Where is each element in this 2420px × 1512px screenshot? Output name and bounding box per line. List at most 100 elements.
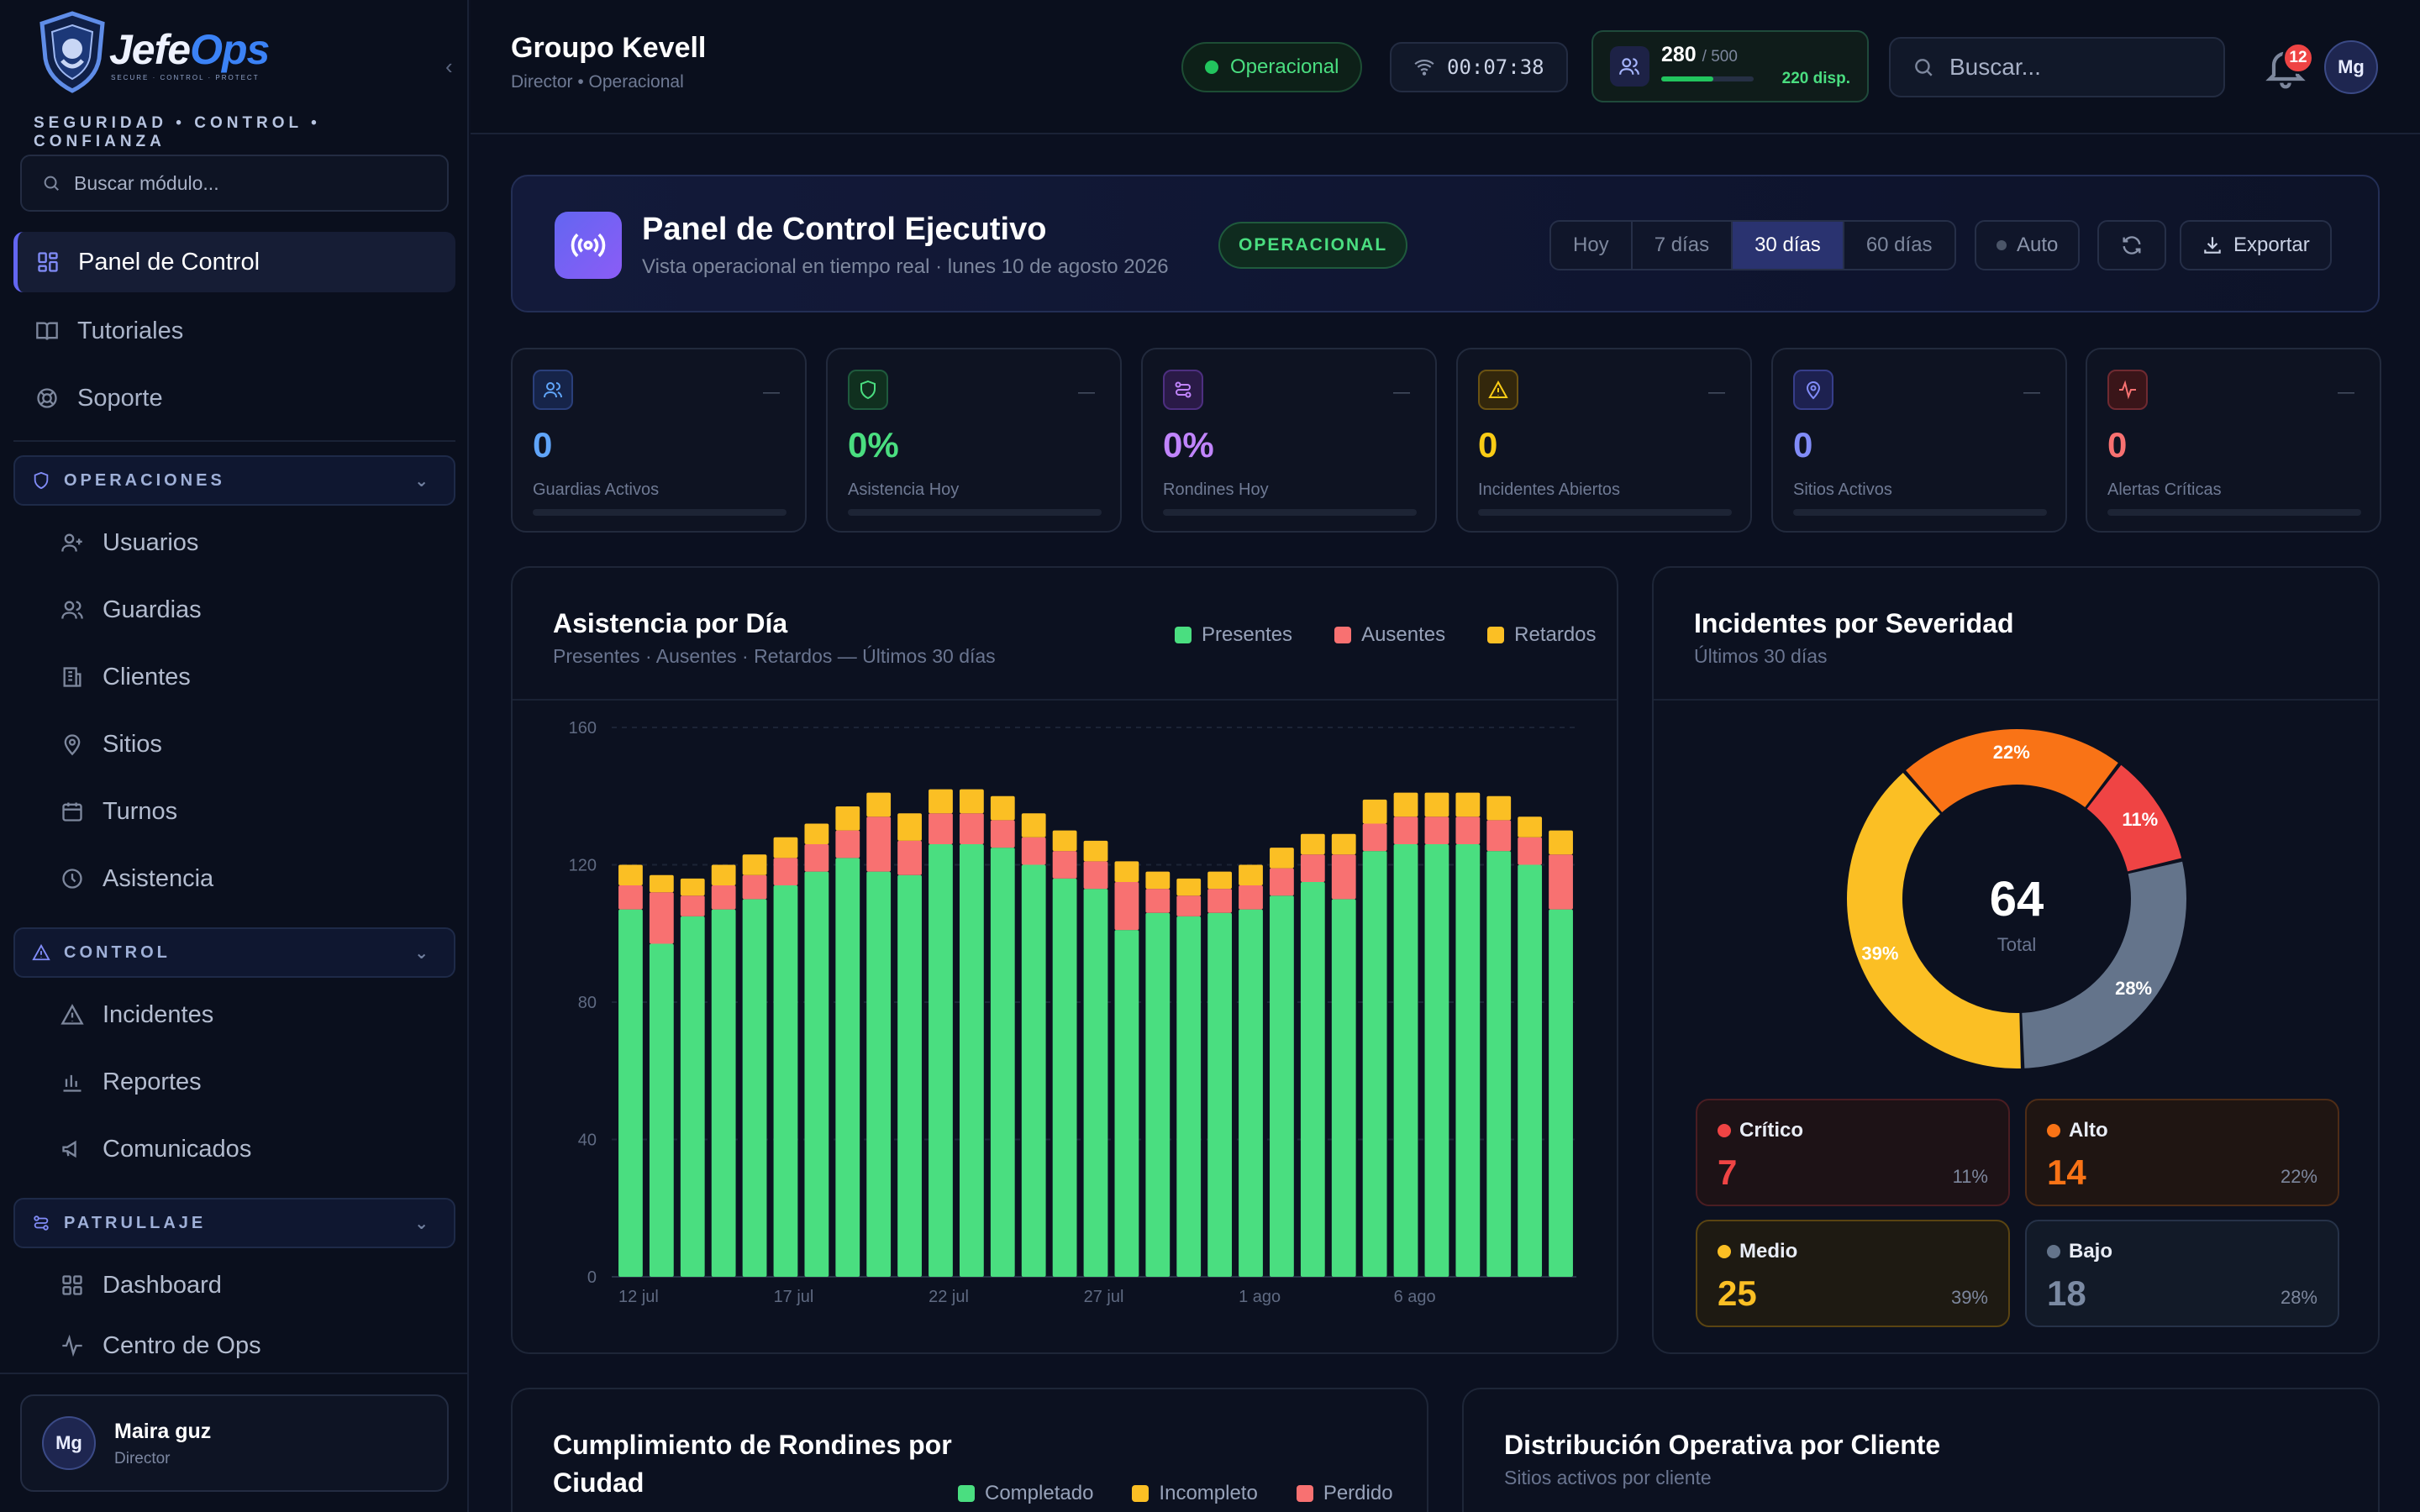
range-60-dias-button[interactable]: 60 días	[1865, 234, 1933, 256]
global-search-input[interactable]: Buscar...	[1889, 37, 2225, 97]
bar-segment-ausentes[interactable]	[959, 813, 984, 844]
severity-tile-critico[interactable]: Crítico 7 11%	[1696, 1099, 2010, 1206]
severity-tile-medio[interactable]: Medio 25 39%	[1696, 1220, 2010, 1327]
bar-segment-presentes[interactable]	[1393, 843, 1418, 1277]
nav-item-incidentes[interactable]: Incidentes	[13, 984, 455, 1045]
bar-segment-presentes[interactable]	[1486, 851, 1512, 1277]
bar-segment-retardos[interactable]	[649, 874, 674, 893]
bar-segment-ausentes[interactable]	[618, 885, 643, 910]
bar-segment-ausentes[interactable]	[1518, 837, 1543, 865]
bar-segment-retardos[interactable]	[1424, 792, 1449, 817]
bar-segment-ausentes[interactable]	[1486, 820, 1512, 852]
bar-segment-ausentes[interactable]	[649, 892, 674, 944]
donut-slice-crítico[interactable]	[2086, 764, 2182, 872]
bar-segment-ausentes[interactable]	[773, 858, 798, 886]
bar-segment-presentes[interactable]	[618, 909, 643, 1277]
bar-segment-ausentes[interactable]	[897, 840, 922, 875]
auto-refresh-toggle[interactable]: Auto	[1975, 220, 2081, 270]
bar-segment-retardos[interactable]	[1052, 830, 1077, 852]
bar-segment-retardos[interactable]	[959, 789, 984, 814]
bar-segment-retardos[interactable]	[1393, 792, 1418, 817]
bar-segment-retardos[interactable]	[929, 789, 953, 814]
kpi-card-guardias-activos[interactable]: — 0 Guardias Activos	[511, 348, 807, 533]
export-button[interactable]: Exportar	[2180, 220, 2332, 270]
nav-item-tutoriales[interactable]: Tutoriales	[13, 301, 455, 361]
bar-segment-retardos[interactable]	[1362, 799, 1387, 824]
section-operaciones[interactable]: OPERACIONES ⌄	[13, 455, 455, 506]
bar-segment-presentes[interactable]	[1331, 899, 1356, 1277]
bar-segment-retardos[interactable]	[1549, 830, 1573, 855]
bar-segment-ausentes[interactable]	[680, 895, 705, 916]
nav-item-reportes[interactable]: Reportes	[13, 1052, 455, 1112]
range-30-dias-button[interactable]: 30 días	[1733, 222, 1844, 269]
bar-segment-retardos[interactable]	[1331, 833, 1356, 855]
bar-segment-retardos[interactable]	[1486, 795, 1512, 821]
bar-segment-presentes[interactable]	[773, 885, 798, 1277]
bar-segment-ausentes[interactable]	[1239, 885, 1263, 910]
bar-segment-presentes[interactable]	[866, 871, 892, 1277]
bar-segment-retardos[interactable]	[804, 823, 829, 844]
bar-segment-ausentes[interactable]	[1207, 889, 1233, 913]
bar-segment-retardos[interactable]	[773, 837, 798, 858]
bar-segment-presentes[interactable]	[897, 874, 922, 1277]
bar-segment-presentes[interactable]	[742, 899, 767, 1277]
bar-segment-ausentes[interactable]	[1455, 816, 1481, 844]
bar-segment-ausentes[interactable]	[990, 820, 1015, 848]
severity-tile-alto[interactable]: Alto 14 22%	[2025, 1099, 2339, 1206]
bar-segment-presentes[interactable]	[649, 943, 674, 1277]
bar-segment-presentes[interactable]	[1270, 895, 1294, 1277]
donut-slice-alto[interactable]	[1906, 729, 2118, 813]
bar-segment-retardos[interactable]	[866, 792, 892, 817]
bar-segment-presentes[interactable]	[1549, 909, 1573, 1277]
bar-segment-retardos[interactable]	[742, 854, 767, 875]
kpi-card-incidentes-abiertos[interactable]: — 0 Incidentes Abiertos	[1456, 348, 1752, 533]
bar-segment-retardos[interactable]	[618, 864, 643, 886]
bar-segment-presentes[interactable]	[1114, 930, 1139, 1277]
bar-segment-ausentes[interactable]	[1424, 816, 1449, 844]
section-control[interactable]: CONTROL ⌄	[13, 927, 455, 978]
bar-segment-ausentes[interactable]	[929, 813, 953, 844]
bar-segment-ausentes[interactable]	[866, 816, 892, 872]
bar-segment-presentes[interactable]	[1176, 916, 1202, 1277]
nav-item-turnos[interactable]: Turnos	[13, 781, 455, 842]
nav-item-soporte[interactable]: Soporte	[13, 368, 455, 428]
bar-segment-retardos[interactable]	[835, 806, 860, 831]
bar-segment-presentes[interactable]	[1145, 912, 1171, 1277]
bar-segment-ausentes[interactable]	[1021, 837, 1046, 865]
bar-segment-retardos[interactable]	[1300, 833, 1325, 855]
bar-segment-ausentes[interactable]	[742, 874, 767, 900]
bar-segment-presentes[interactable]	[1518, 864, 1543, 1278]
collapse-sidebar-chevron-icon[interactable]: ‹	[445, 54, 453, 79]
kpi-card-asistencia-hoy[interactable]: — 0% Asistencia Hoy	[826, 348, 1122, 533]
bar-segment-ausentes[interactable]	[711, 885, 736, 910]
bar-segment-ausentes[interactable]	[1270, 868, 1294, 896]
bar-segment-retardos[interactable]	[1176, 878, 1202, 896]
bar-segment-ausentes[interactable]	[1331, 854, 1356, 900]
module-search-input[interactable]: Buscar módulo...	[20, 155, 449, 212]
bar-segment-presentes[interactable]	[929, 843, 953, 1277]
bar-segment-retardos[interactable]	[1239, 864, 1263, 886]
bar-segment-retardos[interactable]	[1083, 840, 1108, 862]
bar-segment-retardos[interactable]	[1270, 848, 1294, 869]
section-patrullaje[interactable]: PATRULLAJE ⌄	[13, 1198, 455, 1248]
user-card[interactable]: Mg Maira guz Director	[20, 1394, 449, 1492]
logo[interactable]: JefeOps SECURE · CONTROL · PROTECT SEGUR…	[34, 8, 437, 150]
nav-item-asistencia[interactable]: Asistencia	[13, 848, 455, 909]
bar-segment-ausentes[interactable]	[835, 830, 860, 858]
bar-segment-ausentes[interactable]	[1300, 854, 1325, 882]
nav-item-clientes[interactable]: Clientes	[13, 647, 455, 707]
bar-segment-presentes[interactable]	[1455, 843, 1481, 1277]
bar-segment-presentes[interactable]	[804, 871, 829, 1277]
bar-segment-ausentes[interactable]	[1114, 881, 1139, 931]
bar-segment-ausentes[interactable]	[1362, 823, 1387, 852]
range-hoy-button[interactable]: Hoy	[1551, 222, 1633, 269]
bar-segment-ausentes[interactable]	[1083, 861, 1108, 890]
kpi-card-rondines-hoy[interactable]: — 0% Rondines Hoy	[1141, 348, 1437, 533]
bar-segment-presentes[interactable]	[1083, 889, 1108, 1277]
bar-segment-presentes[interactable]	[990, 848, 1015, 1277]
severity-tile-bajo[interactable]: Bajo 18 28%	[2025, 1220, 2339, 1327]
nav-item-sitios[interactable]: Sitios	[13, 714, 455, 774]
bar-segment-presentes[interactable]	[680, 916, 705, 1277]
nav-item-usuarios[interactable]: Usuarios	[13, 512, 455, 573]
donut-slice-medio[interactable]	[1847, 772, 2021, 1068]
